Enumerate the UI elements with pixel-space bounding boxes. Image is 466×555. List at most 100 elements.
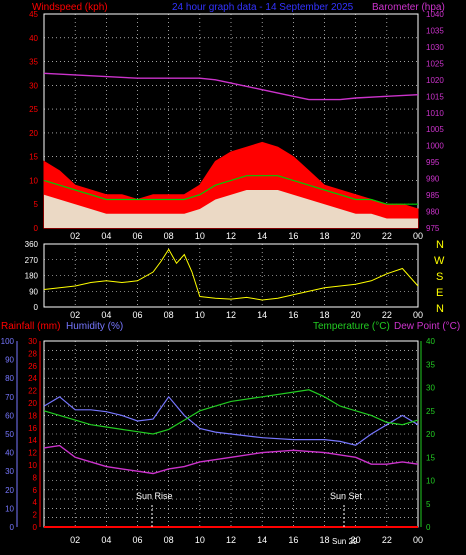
pressure-y-tick: 985 xyxy=(426,191,440,200)
compass-e: E xyxy=(436,287,443,299)
pressure-y-tick: 1000 xyxy=(426,142,444,151)
direction-x-tick: 00 xyxy=(413,310,423,320)
humidity-y-tick: 10 xyxy=(5,504,14,513)
temp-y-tick: 5 xyxy=(426,500,431,509)
sunrise-label: Sun Rise xyxy=(136,491,173,501)
climate-x-tick: 18 xyxy=(319,535,329,545)
wind-x-tick: 14 xyxy=(257,231,267,241)
pressure-y-tick: 995 xyxy=(426,158,440,167)
humidity-line xyxy=(43,395,419,446)
wind-x-tick: 20 xyxy=(351,231,361,241)
compass-n-top: N xyxy=(436,239,444,251)
temp-y-tick: 40 xyxy=(426,337,435,346)
humidity-axis-label: Humidity (%) xyxy=(66,321,123,332)
barometer-line xyxy=(43,72,419,101)
temperature-axis-label: Temperature (°C) xyxy=(313,321,390,332)
pressure-y-tick: 1020 xyxy=(426,76,444,85)
humidity-y-tick: 0 xyxy=(10,523,15,532)
climate-x-tick: 12 xyxy=(226,535,236,545)
wind-y-tick: 5 xyxy=(34,200,39,209)
rain-y-tick: 4 xyxy=(33,498,38,507)
rainfall-axis-label: Rainfall (mm) xyxy=(1,321,60,332)
sunset-time-label: Sun 29 xyxy=(332,537,358,546)
sunset-label: Sun Set xyxy=(330,491,363,501)
wind-direction-panel: 0 90 180 270 360 02 04 06 08 10 12 14 16 18 20 22 00 xyxy=(25,240,423,320)
pressure-y-tick: 1025 xyxy=(426,59,444,68)
wind-y-tick: 35 xyxy=(29,58,38,67)
wind-y-tick: 25 xyxy=(29,105,38,114)
rain-y-tick: 6 xyxy=(33,486,38,495)
compass-n-bottom: N xyxy=(436,303,444,315)
humidity-y-tick: 50 xyxy=(5,430,14,439)
wind-x-tick: 12 xyxy=(226,231,236,241)
direction-y-tick: 90 xyxy=(29,287,38,296)
pressure-y-tick: 1015 xyxy=(426,92,444,101)
humidity-y-tick: 30 xyxy=(5,467,14,476)
humidity-y-tick: 80 xyxy=(5,374,14,383)
temp-y-tick: 25 xyxy=(426,407,435,416)
wind-y-tick: 15 xyxy=(29,153,38,162)
dewpoint-axis-label: Dew Point (°C) xyxy=(394,321,460,332)
wind-y-tick: 45 xyxy=(29,10,38,19)
direction-x-tick: 14 xyxy=(257,310,267,320)
climate-x-tick: 00 xyxy=(413,535,423,545)
direction-x-tick: 06 xyxy=(132,310,142,320)
direction-x-tick: 08 xyxy=(164,310,174,320)
temp-y-tick: 35 xyxy=(426,360,435,369)
wind-y-tick: 20 xyxy=(29,129,38,138)
climate-x-tick: 10 xyxy=(195,535,205,545)
rain-y-tick: 2 xyxy=(33,511,38,520)
wind-pressure-panel: 0510152025303540459759809859909951000100… xyxy=(29,10,444,241)
wind-x-tick: 08 xyxy=(164,231,174,241)
climate-x-tick: 08 xyxy=(164,535,174,545)
direction-x-tick: 10 xyxy=(195,310,205,320)
direction-y-tick: 0 xyxy=(34,303,39,312)
chart-title: 24 hour graph data - 14 September 2025 xyxy=(172,2,354,13)
rain-y-tick: 16 xyxy=(28,424,37,433)
pressure-y-tick: 975 xyxy=(426,224,440,233)
wind-average-line xyxy=(43,175,418,205)
rain-y-tick: 28 xyxy=(28,349,37,358)
temp-y-tick: 15 xyxy=(426,453,435,462)
wind-y-tick: 40 xyxy=(29,34,38,43)
rain-y-tick: 26 xyxy=(28,362,37,371)
rain-y-tick: 12 xyxy=(28,449,37,458)
direction-y-tick: 360 xyxy=(25,240,39,249)
pressure-y-tick: 980 xyxy=(426,208,440,217)
pressure-y-tick: 1005 xyxy=(426,125,444,134)
compass-w: W xyxy=(434,255,445,267)
climate-x-tick: 06 xyxy=(132,535,142,545)
direction-x-tick: 02 xyxy=(70,310,80,320)
humidity-y-tick: 70 xyxy=(5,393,14,402)
temp-y-tick: 20 xyxy=(426,430,435,439)
climate-x-tick: 16 xyxy=(288,535,298,545)
pressure-y-tick: 1035 xyxy=(426,26,444,35)
climate-x-tick: 14 xyxy=(257,535,267,545)
rain-y-tick: 14 xyxy=(28,436,37,445)
temp-y-tick: 30 xyxy=(426,384,435,393)
rain-y-tick: 0 xyxy=(33,523,38,532)
humidity-y-tick: 100 xyxy=(1,337,15,346)
barometer-axis-label: Barometer (hpa) xyxy=(372,2,445,13)
wind-x-tick: 16 xyxy=(288,231,298,241)
wind-x-tick: 02 xyxy=(70,231,80,241)
rain-y-tick: 30 xyxy=(28,337,37,346)
climate-x-tick: 04 xyxy=(101,535,111,545)
wind-y-tick: 10 xyxy=(29,176,38,185)
direction-y-tick: 180 xyxy=(25,272,39,281)
direction-x-tick: 12 xyxy=(226,310,236,320)
pressure-y-tick: 1040 xyxy=(426,10,444,19)
wind-y-tick: 0 xyxy=(34,224,39,233)
humidity-y-tick: 60 xyxy=(5,411,14,420)
direction-y-tick: 270 xyxy=(25,256,39,265)
wind-x-tick: 18 xyxy=(319,231,329,241)
dewpoint-line xyxy=(43,444,419,475)
direction-x-tick: 04 xyxy=(101,310,111,320)
climate-x-tick: 02 xyxy=(70,535,80,545)
climate-x-tick: 22 xyxy=(382,535,392,545)
rain-y-tick: 24 xyxy=(28,374,37,383)
wind-x-tick: 22 xyxy=(382,231,392,241)
direction-line xyxy=(43,248,419,301)
wind-axis-label: Windspeed (kph) xyxy=(32,2,108,13)
wind-x-tick: 00 xyxy=(413,231,423,241)
